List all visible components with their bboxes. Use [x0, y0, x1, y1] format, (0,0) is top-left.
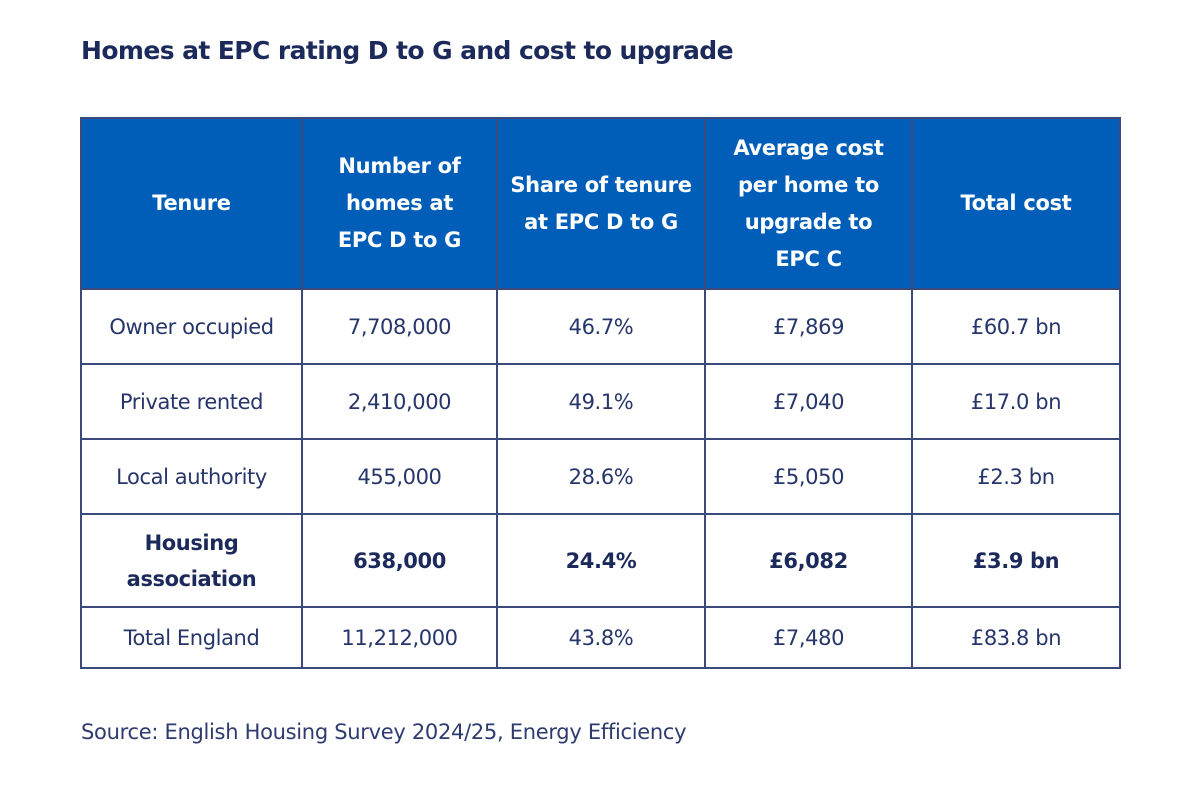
epc-cost-table: Tenure Number of homes at EPC D to G Sha… — [80, 117, 1121, 669]
cell-total-cost: £3.9 bn — [911, 513, 1121, 608]
page-title: Homes at EPC rating D to G and cost to u… — [81, 36, 734, 65]
cell-tenure: Housing association — [80, 513, 303, 608]
header-number-of-homes: Number of homes at EPC D to G — [301, 117, 498, 290]
cell-total-cost: £2.3 bn — [911, 438, 1121, 515]
cell-number-of-homes: 7,708,000 — [301, 288, 498, 365]
table-row-total-england: Total England 11,212,000 43.8% £7,480 £8… — [80, 606, 1121, 669]
cell-number-of-homes: 11,212,000 — [301, 606, 498, 669]
table-row-housing-association: Housing association 638,000 24.4% £6,082… — [80, 513, 1121, 608]
cell-total-cost: £60.7 bn — [911, 288, 1121, 365]
cell-share-of-tenure: 43.8% — [496, 606, 706, 669]
cell-average-cost: £7,869 — [704, 288, 913, 365]
cell-average-cost: £7,480 — [704, 606, 913, 669]
header-tenure: Tenure — [80, 117, 303, 290]
cell-tenure: Local authority — [80, 438, 303, 515]
table-row-owner-occupied: Owner occupied 7,708,000 46.7% £7,869 £6… — [80, 288, 1121, 365]
header-total-cost: Total cost — [911, 117, 1121, 290]
source-note: Source: English Housing Survey 2024/25, … — [81, 720, 687, 744]
table-row-private-rented: Private rented 2,410,000 49.1% £7,040 £1… — [80, 363, 1121, 440]
cell-share-of-tenure: 46.7% — [496, 288, 706, 365]
table-header-row: Tenure Number of homes at EPC D to G Sha… — [80, 117, 1121, 290]
cell-total-cost: £83.8 bn — [911, 606, 1121, 669]
cell-share-of-tenure: 49.1% — [496, 363, 706, 440]
cell-tenure: Private rented — [80, 363, 303, 440]
cell-tenure: Owner occupied — [80, 288, 303, 365]
cell-share-of-tenure: 28.6% — [496, 438, 706, 515]
cell-number-of-homes: 2,410,000 — [301, 363, 498, 440]
cell-average-cost: £5,050 — [704, 438, 913, 515]
cell-total-cost: £17.0 bn — [911, 363, 1121, 440]
cell-number-of-homes: 455,000 — [301, 438, 498, 515]
cell-tenure: Total England — [80, 606, 303, 669]
table-row-local-authority: Local authority 455,000 28.6% £5,050 £2.… — [80, 438, 1121, 515]
cell-average-cost: £6,082 — [704, 513, 913, 608]
header-average-cost: Average cost per home to upgrade to EPC … — [704, 117, 913, 290]
cell-share-of-tenure: 24.4% — [496, 513, 706, 608]
cell-average-cost: £7,040 — [704, 363, 913, 440]
header-share-of-tenure: Share of tenure at EPC D to G — [496, 117, 706, 290]
cell-number-of-homes: 638,000 — [301, 513, 498, 608]
